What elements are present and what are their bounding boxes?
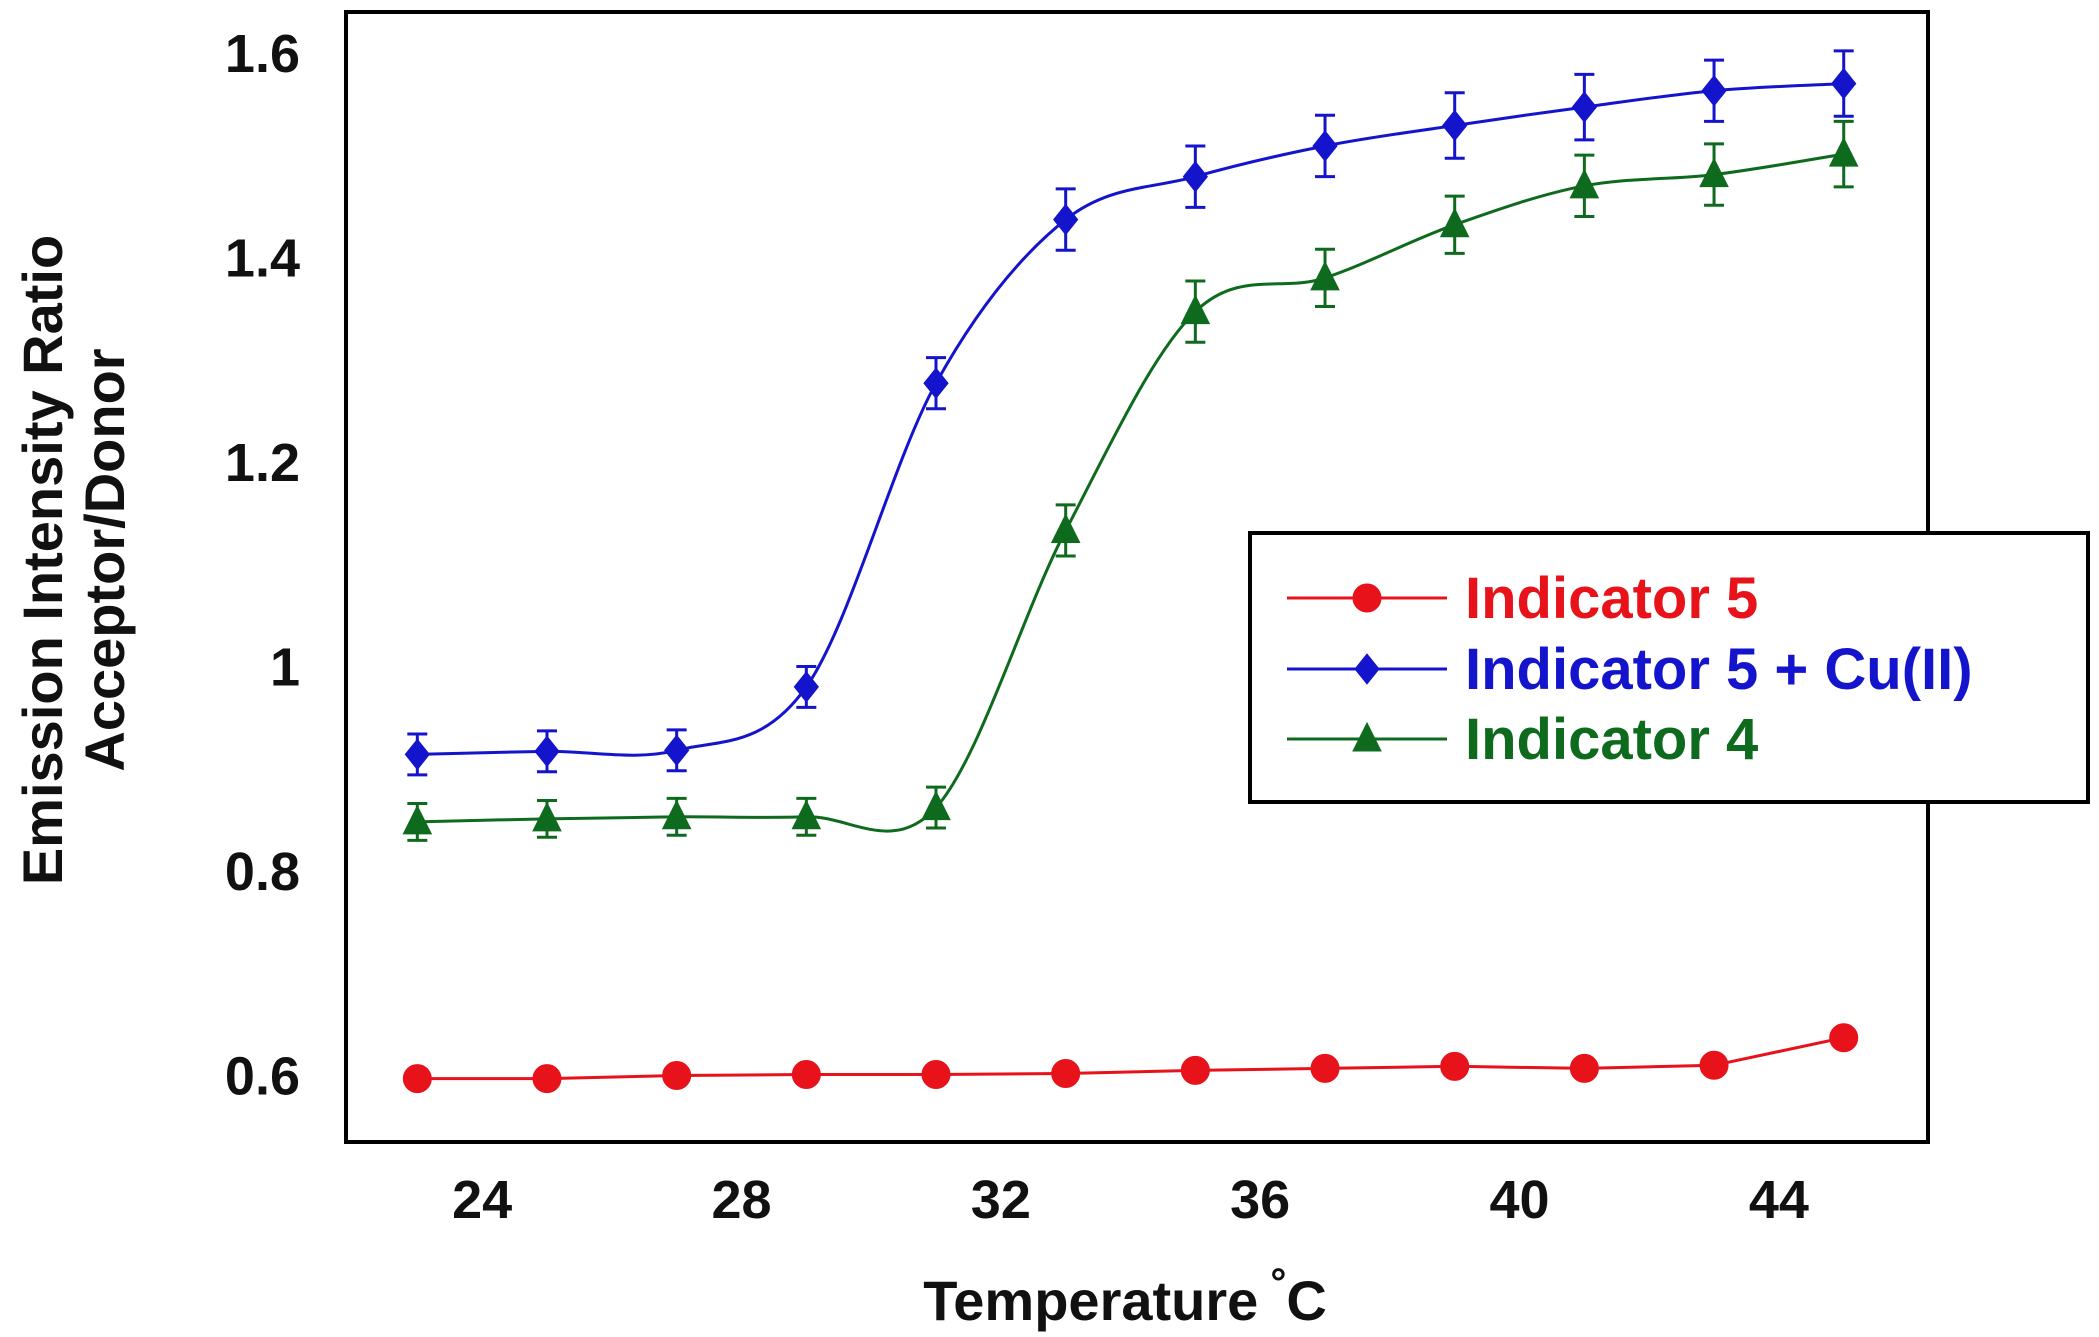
y-tick-label: 1.6 xyxy=(225,24,300,84)
x-tick-label: 32 xyxy=(971,1170,1031,1230)
y-axis: 0.6 0.8 1 1.2 1.4 1.6 xyxy=(225,24,300,1107)
data-point xyxy=(791,1060,821,1090)
data-point xyxy=(1569,1053,1599,1083)
legend-label: Indicator 5 xyxy=(1465,566,1758,631)
data-point xyxy=(534,735,560,768)
y-tick-label: 0.6 xyxy=(225,1047,300,1107)
x-axis-unit-letter: C xyxy=(1286,1269,1326,1332)
y-tick-label: 0.8 xyxy=(225,842,300,902)
legend-label: Indicator 4 xyxy=(1465,707,1758,772)
legend-marker xyxy=(1354,653,1380,685)
x-axis-title: Temperature °C xyxy=(923,1261,1327,1332)
legend-label: Indicator 5 + Cu(II) xyxy=(1465,637,1973,702)
data-point xyxy=(661,799,692,830)
series-1 xyxy=(402,1023,1859,1094)
data-point xyxy=(1831,67,1857,100)
data-point xyxy=(1829,1023,1859,1053)
data-point xyxy=(1442,109,1468,142)
x-tick-label: 24 xyxy=(452,1170,512,1230)
data-point xyxy=(1050,513,1081,543)
data-point xyxy=(1310,1053,1340,1083)
data-point xyxy=(532,1064,562,1094)
data-point xyxy=(921,1060,951,1090)
y-axis-title-line-2: Acceptor/Donor xyxy=(73,348,136,771)
y-axis-title: Emission Intensity Ratio Acceptor/Donor xyxy=(11,235,136,885)
series-2 xyxy=(404,49,1857,777)
series-layer xyxy=(402,49,1859,1094)
series-3 xyxy=(402,119,1859,842)
y-tick-label: 1 xyxy=(270,637,300,697)
data-point xyxy=(793,671,819,703)
x-tick-label: 44 xyxy=(1749,1170,1809,1230)
data-point xyxy=(1440,1051,1470,1081)
data-point xyxy=(1699,1050,1729,1080)
x-axis-unit-degree: ° xyxy=(1270,1261,1286,1305)
data-point xyxy=(1310,260,1340,291)
data-point xyxy=(923,367,949,400)
data-point xyxy=(1571,91,1598,123)
legend-marker xyxy=(1352,721,1382,752)
data-point xyxy=(1439,207,1470,238)
x-tick-label: 36 xyxy=(1230,1170,1290,1230)
y-axis-title-line-1: Emission Intensity Ratio xyxy=(11,235,74,885)
data-point xyxy=(404,738,430,771)
data-point xyxy=(1051,1058,1081,1088)
data-point xyxy=(1701,74,1727,107)
legend-marker xyxy=(1352,583,1382,613)
x-axis-title-text: Temperature xyxy=(923,1269,1258,1332)
y-tick-label: 1.4 xyxy=(225,228,300,288)
x-tick-label: 40 xyxy=(1489,1170,1549,1230)
data-point xyxy=(1569,168,1600,199)
data-point xyxy=(1828,137,1859,167)
y-tick-label: 1.2 xyxy=(225,433,300,493)
x-axis: 24 28 32 36 40 44 xyxy=(452,1170,1809,1230)
data-point xyxy=(1180,1055,1210,1085)
data-point xyxy=(1053,203,1079,236)
data-point xyxy=(402,1064,432,1094)
legend-entry-3: Indicator 4 xyxy=(1287,707,1758,772)
x-tick-label: 28 xyxy=(711,1170,771,1230)
data-point xyxy=(664,734,690,767)
data-point xyxy=(1180,294,1211,325)
data-point xyxy=(791,799,822,830)
data-point xyxy=(1182,160,1208,193)
data-point xyxy=(662,1061,692,1091)
series-line xyxy=(417,1036,1845,1081)
data-point xyxy=(402,804,433,835)
data-point xyxy=(532,801,562,832)
data-point xyxy=(1312,130,1338,162)
legend-entry-2: Indicator 5 + Cu(II) xyxy=(1287,637,1973,702)
legend-entry-1: Indicator 5 xyxy=(1287,566,1758,631)
data-point xyxy=(921,790,951,821)
data-point xyxy=(1699,157,1729,188)
